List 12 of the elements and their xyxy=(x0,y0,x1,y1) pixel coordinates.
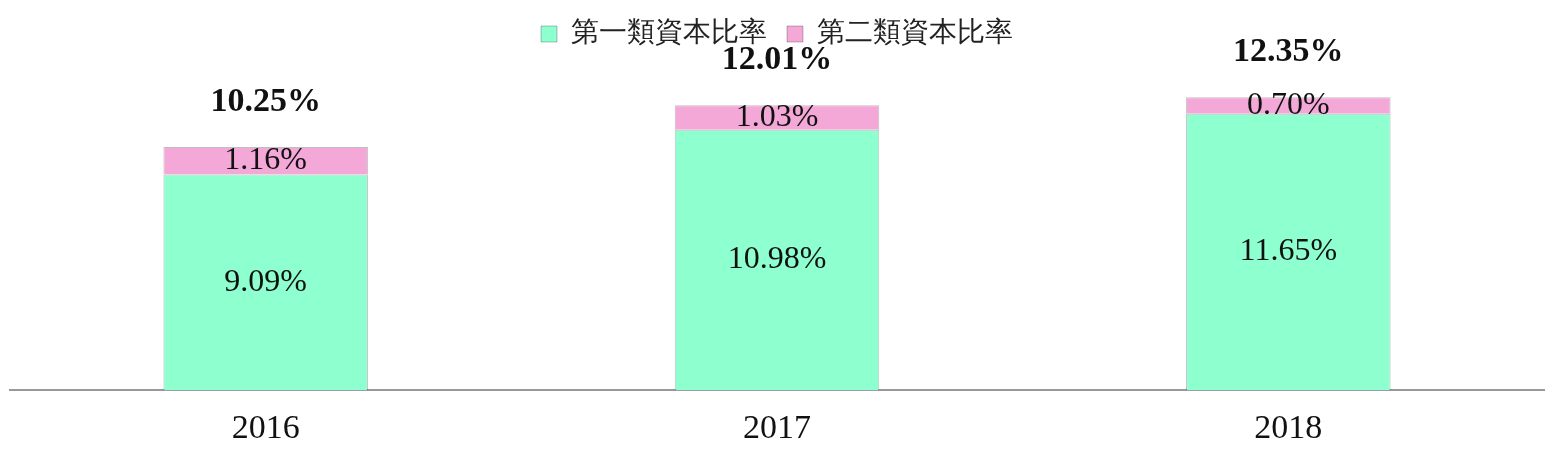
x-tick-label: 2017 xyxy=(743,407,811,445)
total-label: 10.25% xyxy=(210,80,321,118)
legend-label: 第二類資本比率 xyxy=(817,16,1013,48)
data-label: 1.16% xyxy=(224,140,307,177)
data-label: 1.03% xyxy=(735,96,819,133)
data-label: 0.70% xyxy=(1247,84,1330,121)
data-label: 9.09% xyxy=(224,261,307,298)
x-tick-label: 2016 xyxy=(231,407,300,445)
data-label: 11.65% xyxy=(1239,231,1338,268)
total-label: 12.35% xyxy=(1233,30,1344,68)
data-label: 10.98% xyxy=(727,239,827,276)
x-tick-label: 2018 xyxy=(1254,407,1323,445)
